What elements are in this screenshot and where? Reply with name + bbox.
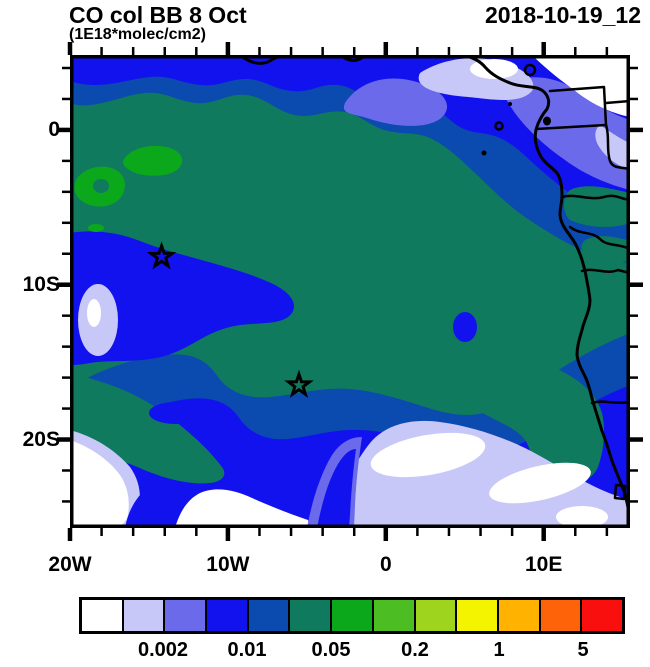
x-axis-label: 10E	[525, 553, 563, 576]
colorbar	[79, 597, 625, 634]
page-title: CO col BB 8 Oct	[69, 2, 247, 28]
colorbar-tick-label: 0.2	[401, 639, 429, 661]
star-marker	[284, 369, 314, 398]
colorbar-cell	[82, 600, 122, 631]
colorbar-tick-label: 1	[493, 639, 505, 661]
colorbar-cell	[455, 600, 497, 631]
country-borders	[534, 85, 630, 501]
colorbar-cell	[246, 600, 289, 631]
y-axis-label: 10S	[22, 272, 60, 296]
colorbar-cell	[496, 600, 539, 631]
star-marker	[146, 241, 177, 270]
map-frame	[70, 55, 630, 528]
colorbar-tick-label: 0.01	[227, 639, 267, 661]
contour-fill-regions	[70, 55, 630, 528]
x-axis-label: 10W	[206, 553, 250, 576]
colorbar-tick-label: 0.05	[311, 639, 351, 661]
colorbar-cell	[121, 600, 164, 631]
islands	[481, 63, 537, 156]
colorbar-cell	[205, 600, 247, 631]
y-axis-label: 20S	[22, 427, 60, 451]
units-label: (1E18*molec/cm2)	[69, 26, 206, 43]
colorbar-cell	[371, 600, 414, 631]
colorbar-cell	[163, 600, 206, 631]
colorbar-cell	[580, 600, 622, 631]
colorbar-cell	[413, 600, 456, 631]
colorbar-cell	[288, 600, 331, 631]
colorbar-tick-label: 5	[577, 639, 589, 661]
colorbar-cell	[330, 600, 372, 631]
star-markers	[146, 241, 314, 398]
datetime-label: 2018-10-19_12	[484, 2, 641, 28]
x-axis-label: 0	[379, 553, 392, 576]
colorbar-cell	[538, 600, 581, 631]
colorbar-tick-label: 0.002	[137, 639, 189, 661]
y-axis-label: 0	[48, 117, 60, 141]
x-axis-label: 20W	[48, 553, 92, 576]
contour-map	[70, 55, 630, 528]
